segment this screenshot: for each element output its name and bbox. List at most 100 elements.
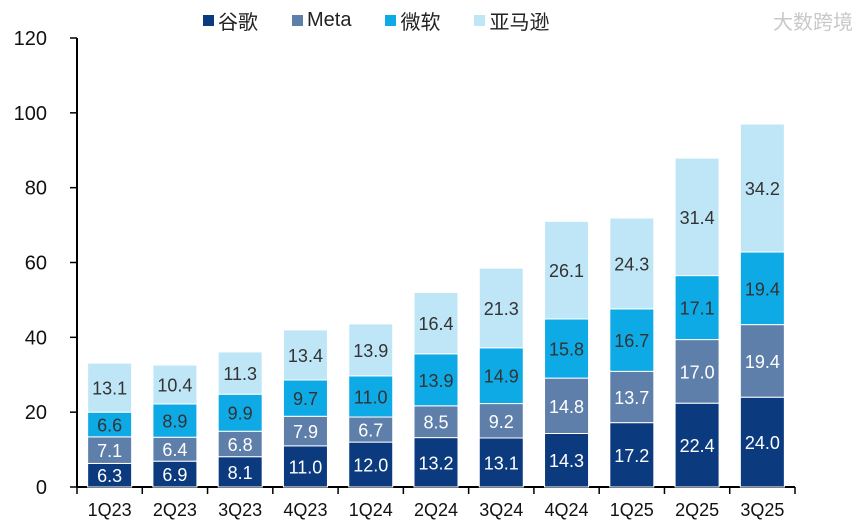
x-tick-label: 2Q24	[414, 500, 458, 520]
bar-segment	[544, 318, 590, 379]
legend-swatch	[292, 15, 303, 26]
legend-label: Meta	[307, 9, 352, 31]
bar-segment	[348, 441, 394, 488]
data-label: 6.9	[162, 465, 187, 485]
y-tick-label: 120	[14, 28, 47, 50]
data-label: 6.4	[162, 440, 187, 460]
data-label: 13.2	[418, 453, 453, 473]
bar-segment	[674, 339, 720, 404]
data-label: 13.9	[353, 341, 388, 361]
data-label: 14.8	[549, 397, 584, 417]
data-label: 15.8	[549, 340, 584, 360]
legend-swatch	[385, 15, 397, 26]
legend-label: 谷歌	[218, 12, 258, 34]
x-tick-label: 4Q24	[545, 500, 589, 520]
y-tick-label: 60	[25, 253, 47, 275]
bar-segment	[282, 379, 328, 417]
data-label: 21.3	[484, 299, 519, 319]
watermark: 大数跨境	[773, 6, 853, 35]
data-label: 34.2	[745, 179, 780, 199]
bar-segment	[87, 411, 133, 438]
data-label: 9.9	[228, 404, 253, 424]
bar-segment	[674, 275, 720, 341]
bar-segment	[282, 445, 328, 488]
legend-label: 微软	[400, 12, 441, 34]
legend-label: 亚马逊	[489, 12, 550, 34]
bar-segment	[544, 220, 590, 320]
data-label: 13.4	[288, 346, 323, 366]
bar-segment	[478, 267, 524, 349]
x-tick-label: 1Q25	[610, 500, 654, 520]
data-label: 26.1	[549, 261, 584, 281]
data-label: 9.2	[489, 412, 514, 432]
data-label: 24.0	[745, 433, 780, 453]
legend-item: 谷歌	[203, 6, 258, 35]
data-label: 13.9	[418, 371, 453, 391]
data-label: 8.5	[423, 413, 448, 433]
bar-segment	[739, 123, 785, 253]
y-tick-label: 0	[36, 477, 47, 499]
bar-segment	[739, 396, 785, 488]
data-label: 11.0	[354, 387, 388, 407]
data-label: 13.1	[92, 379, 127, 399]
bar-segment	[478, 437, 524, 488]
data-label: 16.4	[418, 314, 453, 334]
data-label: 7.1	[97, 441, 122, 461]
x-tick-label: 3Q23	[218, 500, 262, 520]
y-tick-label: 40	[25, 327, 47, 349]
bar-segment	[674, 157, 720, 277]
bar-segment	[87, 436, 133, 464]
legend-item: 微软	[385, 6, 440, 35]
bar-segment	[739, 251, 785, 326]
bar-segment	[87, 362, 133, 413]
watermark-text: 大数跨境	[773, 12, 853, 34]
data-label: 17.2	[614, 446, 649, 466]
bar-segment	[217, 351, 263, 395]
bar-segment	[674, 402, 720, 488]
data-label: 13.1	[484, 453, 519, 473]
bar-segment	[413, 291, 459, 355]
x-tick-label: 2Q25	[675, 500, 719, 520]
bar-segment	[282, 329, 328, 381]
x-tick-label: 2Q23	[153, 500, 197, 520]
data-label: 16.7	[614, 331, 649, 351]
data-label: 6.3	[97, 466, 122, 486]
bar-segment	[478, 347, 524, 405]
x-tick-label: 3Q24	[479, 500, 523, 520]
legend-item: Meta	[292, 6, 351, 35]
data-label: 14.3	[549, 451, 584, 471]
bar-segment	[348, 416, 394, 443]
y-tick-label: 100	[14, 103, 47, 125]
data-label: 10.4	[157, 375, 192, 395]
bar-segment	[544, 377, 590, 434]
y-tick-label: 80	[25, 178, 47, 200]
bar-segment	[609, 422, 655, 488]
data-label: 19.4	[745, 279, 780, 299]
bar-segment	[217, 430, 263, 458]
bar-segment	[609, 370, 655, 424]
legend-item: 亚马逊	[474, 6, 549, 35]
x-tick-label: 1Q24	[349, 500, 393, 520]
bar-segment	[282, 415, 328, 447]
data-label: 17.0	[680, 362, 715, 382]
data-label: 13.7	[614, 388, 649, 408]
x-tick-label: 3Q25	[740, 500, 784, 520]
x-tick-label: 1Q23	[88, 500, 132, 520]
data-label: 9.7	[293, 389, 318, 409]
y-tick-label: 20	[25, 402, 47, 424]
bar-segment	[413, 405, 459, 439]
bar-segment	[413, 353, 459, 407]
bar-segment	[609, 217, 655, 310]
bar-segment	[348, 323, 394, 377]
bar-segment	[217, 393, 263, 432]
bar-segment	[739, 324, 785, 398]
bar-segment	[152, 460, 198, 488]
x-tick-label: 4Q23	[283, 500, 327, 520]
data-label: 12.0	[353, 456, 388, 476]
data-label: 17.1	[680, 299, 715, 319]
bar-segment	[413, 437, 459, 488]
data-label: 6.6	[97, 416, 122, 436]
data-label: 7.9	[293, 422, 318, 442]
data-label: 8.9	[162, 412, 187, 432]
